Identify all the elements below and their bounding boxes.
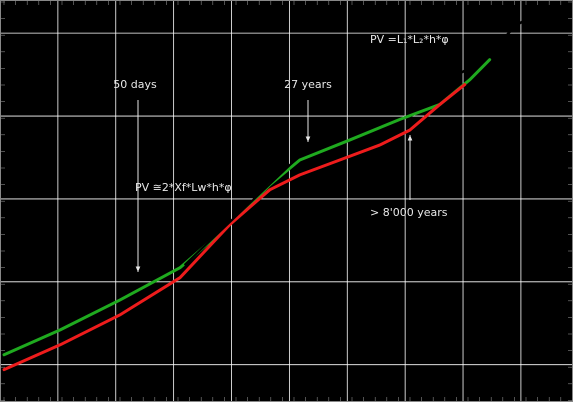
arrow-head: [305, 136, 311, 142]
data-line: [184, 158, 297, 266]
annotation: PV =L₁*L₂*h*φ: [370, 33, 449, 46]
annotation: 27 years: [284, 78, 332, 91]
annotation: PV ≅2*Xf*Lw*h*φ: [135, 181, 232, 194]
data-line: [2, 83, 467, 372]
data-line: [458, 0, 549, 76]
annotation: > 8'000 years: [370, 206, 448, 219]
arrow-head: [135, 266, 141, 272]
annotation: 50 days: [113, 78, 157, 91]
arrow-head: [407, 135, 413, 141]
